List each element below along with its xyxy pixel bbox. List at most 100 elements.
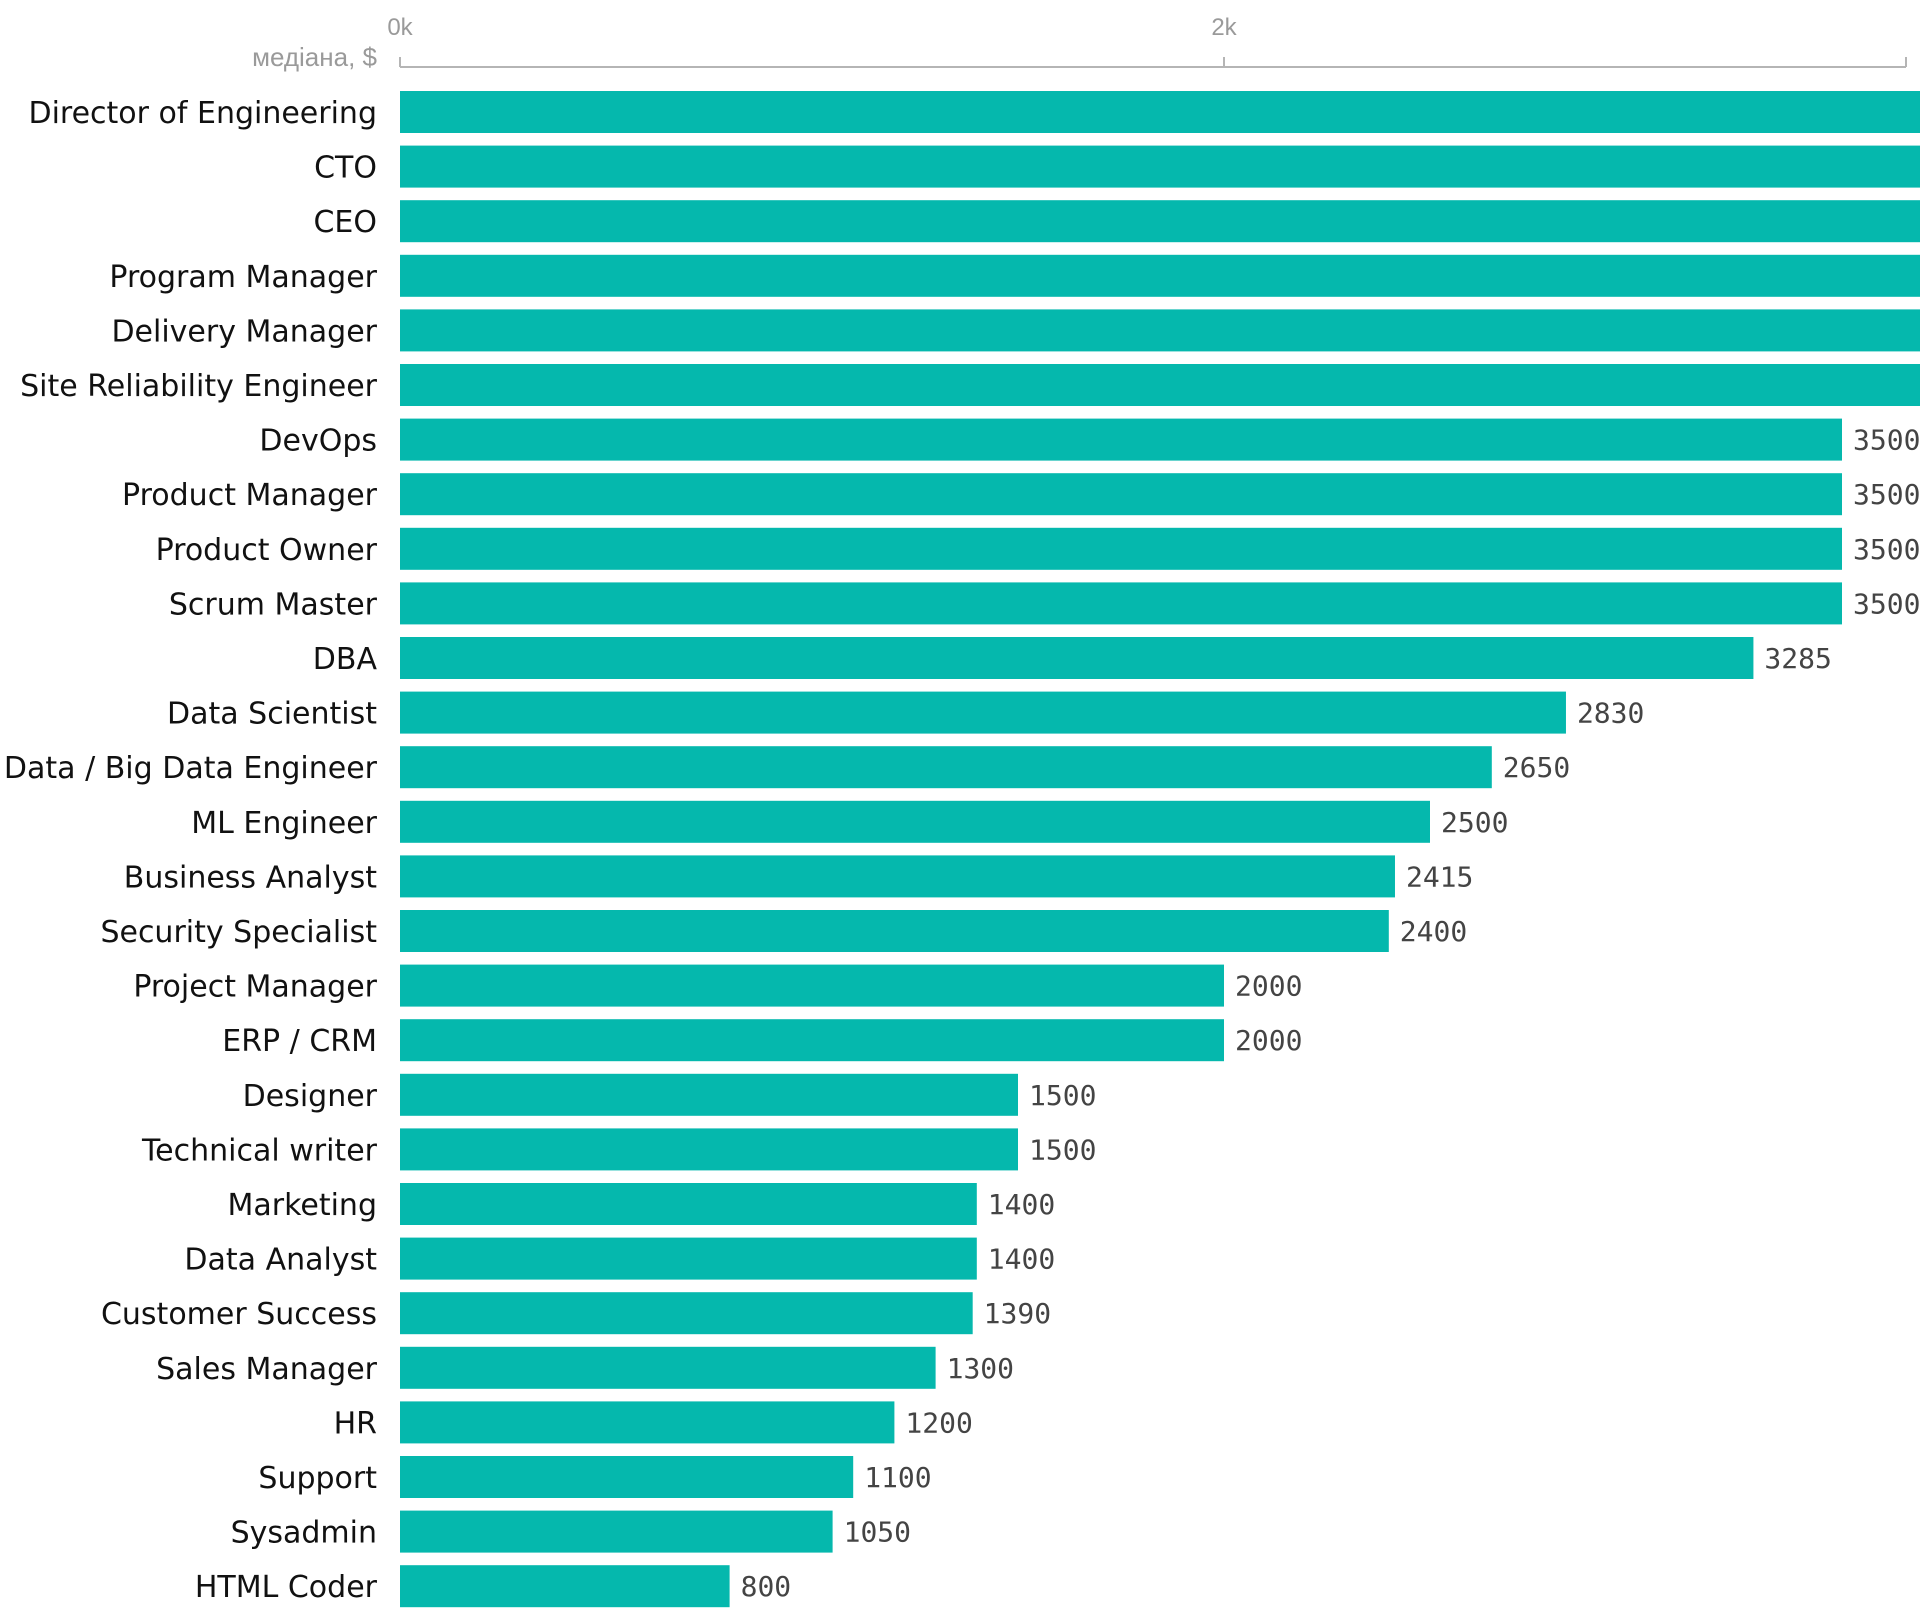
bar bbox=[400, 1401, 895, 1444]
bar-row: DBA 3285 bbox=[313, 637, 1832, 679]
bar bbox=[400, 746, 1492, 789]
value-label: 1200 bbox=[905, 1406, 972, 1439]
value-label: 3500 bbox=[1853, 533, 1920, 566]
bar-row: DevOps 3500 bbox=[259, 418, 1920, 461]
bar bbox=[400, 1019, 1224, 1062]
bar-row: Project Manager 2000 bbox=[133, 964, 1302, 1007]
category-label: Scrum Master bbox=[169, 587, 378, 622]
value-label: 1400 bbox=[988, 1188, 1055, 1221]
bar bbox=[400, 1565, 730, 1608]
bar-row: ERP / CRM 2000 bbox=[222, 1019, 1302, 1062]
category-label: Sysadmin bbox=[231, 1516, 377, 1551]
category-label: HR bbox=[334, 1406, 377, 1441]
bar bbox=[400, 637, 1754, 679]
value-label: 800 bbox=[741, 1570, 792, 1603]
bar-row: Product Owner 3500 bbox=[156, 527, 1920, 570]
bar-row: CEO5000 bbox=[313, 200, 1920, 243]
bar-row: Delivery Manager4500 bbox=[111, 309, 1920, 352]
category-label: CEO bbox=[313, 205, 377, 240]
bar-row: Data / Big Data Engineer 2650 bbox=[4, 746, 1570, 789]
value-label: 2830 bbox=[1577, 697, 1644, 730]
category-label: Marketing bbox=[227, 1188, 377, 1223]
value-label: 2000 bbox=[1235, 1024, 1302, 1057]
bar-row: HTML Coder 800 bbox=[195, 1565, 792, 1608]
bar-row: Scrum Master 3500 bbox=[169, 582, 1920, 625]
value-label: 1300 bbox=[947, 1352, 1014, 1385]
value-label: 3285 bbox=[1764, 642, 1831, 675]
bar bbox=[400, 691, 1566, 734]
bars: Director of Engineering6500 CTO6100 CEO500… bbox=[4, 91, 1920, 1608]
bar-row: ML Engineer 2500 bbox=[191, 800, 1508, 843]
category-label: ML Engineer bbox=[191, 806, 377, 841]
bar bbox=[400, 1456, 854, 1498]
value-label: 1500 bbox=[1029, 1133, 1096, 1166]
category-label: DBA bbox=[313, 642, 378, 677]
value-label: 2650 bbox=[1503, 751, 1570, 784]
bar-row: Marketing 1400 bbox=[227, 1183, 1055, 1225]
category-label: Site Reliability Engineer bbox=[20, 369, 378, 404]
category-label: Technical writer bbox=[141, 1133, 378, 1168]
bar-row: Director of Engineering6500 bbox=[28, 91, 1920, 133]
category-label: Product Owner bbox=[156, 533, 378, 568]
value-label: 2400 bbox=[1400, 915, 1467, 948]
value-label: 3500 bbox=[1853, 424, 1920, 457]
value-label: 2000 bbox=[1235, 970, 1302, 1003]
category-label: ERP / CRM bbox=[222, 1024, 377, 1059]
bar bbox=[400, 364, 1920, 406]
axis-unit-label: медіана, $ bbox=[252, 42, 377, 72]
bar-row: Security Specialist 2400 bbox=[100, 910, 1467, 952]
category-label: CTO bbox=[314, 151, 377, 186]
bar bbox=[400, 1128, 1018, 1171]
category-label: Project Manager bbox=[133, 970, 377, 1005]
value-label: 3500 bbox=[1853, 587, 1920, 620]
category-label: HTML Coder bbox=[195, 1570, 378, 1605]
bar bbox=[400, 964, 1224, 1007]
value-label: 1100 bbox=[864, 1461, 931, 1494]
category-label: DevOps bbox=[259, 424, 377, 459]
bar bbox=[400, 145, 1920, 188]
value-label: 1050 bbox=[844, 1516, 911, 1549]
category-label: Data Scientist bbox=[167, 697, 377, 732]
bar bbox=[400, 200, 1920, 243]
bar bbox=[400, 800, 1430, 843]
bar-row: Data Analyst 1400 bbox=[184, 1237, 1055, 1280]
bar-row: Data Scientist 2830 bbox=[167, 691, 1644, 734]
bar bbox=[400, 309, 1920, 352]
value-label: 3500 bbox=[1853, 478, 1920, 511]
bar-row: Support 1100 bbox=[258, 1456, 932, 1498]
bar-row: Site Reliability Engineer4250 bbox=[20, 364, 1920, 406]
category-label: Sales Manager bbox=[156, 1352, 378, 1387]
bar bbox=[400, 418, 1842, 461]
bar-row: Product Manager 3500 bbox=[122, 473, 1920, 516]
value-label: 1400 bbox=[988, 1243, 1055, 1276]
category-label: Data Analyst bbox=[184, 1243, 377, 1278]
x-axis: 0k2k4k6k bbox=[387, 14, 1907, 68]
category-label: Security Specialist bbox=[100, 915, 377, 950]
bar bbox=[400, 91, 1920, 133]
bar bbox=[400, 1510, 833, 1553]
bar bbox=[400, 582, 1842, 625]
value-label: 1500 bbox=[1029, 1079, 1096, 1112]
value-label: 1390 bbox=[984, 1297, 1051, 1330]
category-label: Customer Success bbox=[101, 1297, 377, 1332]
bar-row: HR 1200 bbox=[334, 1401, 973, 1444]
bar-row: Business Analyst 2415 bbox=[124, 855, 1473, 898]
bar-row: Customer Success 1390 bbox=[101, 1292, 1051, 1335]
category-label: Program Manager bbox=[109, 260, 377, 295]
bar-row: CTO6100 bbox=[314, 145, 1920, 188]
category-label: Data / Big Data Engineer bbox=[4, 751, 378, 786]
bar-row: Sysadmin 1050 bbox=[231, 1510, 911, 1553]
category-label: Support bbox=[258, 1461, 377, 1496]
bar bbox=[400, 254, 1920, 297]
bar bbox=[400, 1237, 977, 1280]
x-tick-label: 2k bbox=[1211, 14, 1237, 41]
category-label: Designer bbox=[243, 1079, 378, 1114]
bar bbox=[400, 1346, 936, 1389]
x-tick-label: 0k bbox=[387, 14, 413, 41]
category-label: Product Manager bbox=[122, 478, 378, 513]
bar bbox=[400, 855, 1395, 898]
category-label: Business Analyst bbox=[124, 860, 377, 895]
value-label: 2415 bbox=[1406, 860, 1473, 893]
